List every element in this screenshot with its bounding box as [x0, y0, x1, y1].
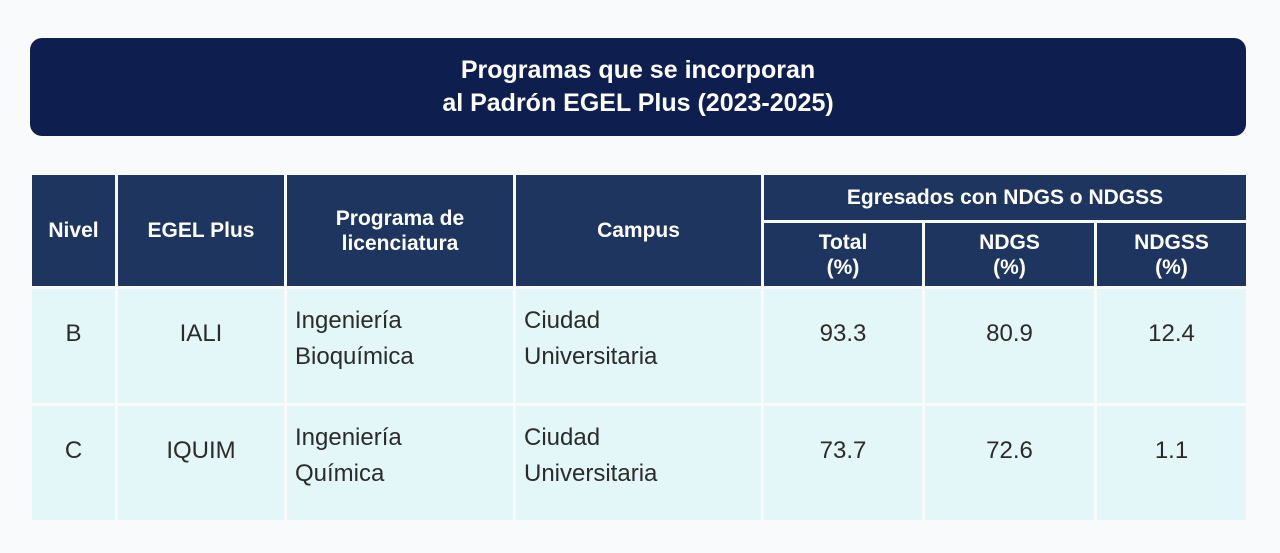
cell-programa-line-2: Química	[295, 460, 385, 487]
header-programa-line-2: licenciatura	[341, 231, 459, 255]
cell-total: 73.7	[764, 403, 925, 520]
header-ndgs-line-2: (%)	[993, 255, 1026, 279]
header-ndgs-line-1: NDGS	[979, 230, 1040, 254]
cell-campus-line-1: Ciudad	[524, 307, 601, 334]
title-line-1: Programas que se incorporan	[460, 56, 816, 84]
header-total-line-1: Total	[818, 230, 868, 254]
cell-egel-plus: IQUIM	[118, 403, 287, 520]
cell-campus-line-2: Universitaria	[524, 343, 658, 370]
header-ndgs: NDGS (%)	[925, 220, 1097, 286]
egel-programs-table: Nivel EGEL Plus Programa de licenciatura…	[32, 175, 1247, 520]
cell-programa-line-2: Bioquímica	[295, 343, 414, 370]
header-ndgss: NDGSS (%)	[1097, 220, 1247, 286]
title-line-2: al Padrón EGEL Plus (2023-2025)	[442, 89, 834, 117]
header-ndgss-line-1: NDGSS	[1134, 230, 1209, 254]
cell-nivel: B	[32, 286, 118, 403]
cell-campus-line-2: Universitaria	[524, 460, 658, 487]
header-programa: Programa de licenciatura	[287, 175, 516, 286]
header-egresados-group: Egresados con NDGS o NDGSS	[764, 175, 1247, 220]
cell-campus: Ciudad Universitaria	[516, 286, 764, 403]
table-header-row: Nivel EGEL Plus Programa de licenciatura…	[32, 175, 1247, 286]
cell-programa: Ingeniería Bioquímica	[287, 286, 516, 403]
cell-ndgs: 80.9	[925, 286, 1097, 403]
table-row: B IALI Ingeniería Bioquímica Ciudad Univ…	[32, 286, 1247, 403]
title-banner: Programas que se incorporan al Padrón EG…	[30, 38, 1246, 136]
table-row: C IQUIM Ingeniería Química Ciudad Univer…	[32, 403, 1247, 520]
cell-ndgss: 12.4	[1097, 286, 1247, 403]
cell-egel-plus: IALI	[118, 286, 287, 403]
cell-ndgs: 72.6	[925, 403, 1097, 520]
cell-nivel: C	[32, 403, 118, 520]
cell-campus-line-1: Ciudad	[524, 424, 601, 451]
header-total-line-2: (%)	[826, 255, 860, 279]
header-egel-plus: EGEL Plus	[118, 175, 287, 286]
cell-programa: Ingeniería Química	[287, 403, 516, 520]
cell-total: 93.3	[764, 286, 925, 403]
header-campus: Campus	[516, 175, 764, 286]
cell-ndgss: 1.1	[1097, 403, 1247, 520]
header-programa-line-1: Programa de	[335, 206, 465, 230]
header-ndgss-line-2: (%)	[1155, 255, 1188, 279]
cell-campus: Ciudad Universitaria	[516, 403, 764, 520]
header-nivel: Nivel	[32, 175, 118, 286]
cell-programa-line-1: Ingeniería	[295, 307, 402, 334]
cell-programa-line-1: Ingeniería	[295, 424, 402, 451]
header-total: Total (%)	[764, 220, 925, 286]
table-subheader-row: Total (%) NDGS (%) NDGSS (%)	[32, 220, 1247, 286]
